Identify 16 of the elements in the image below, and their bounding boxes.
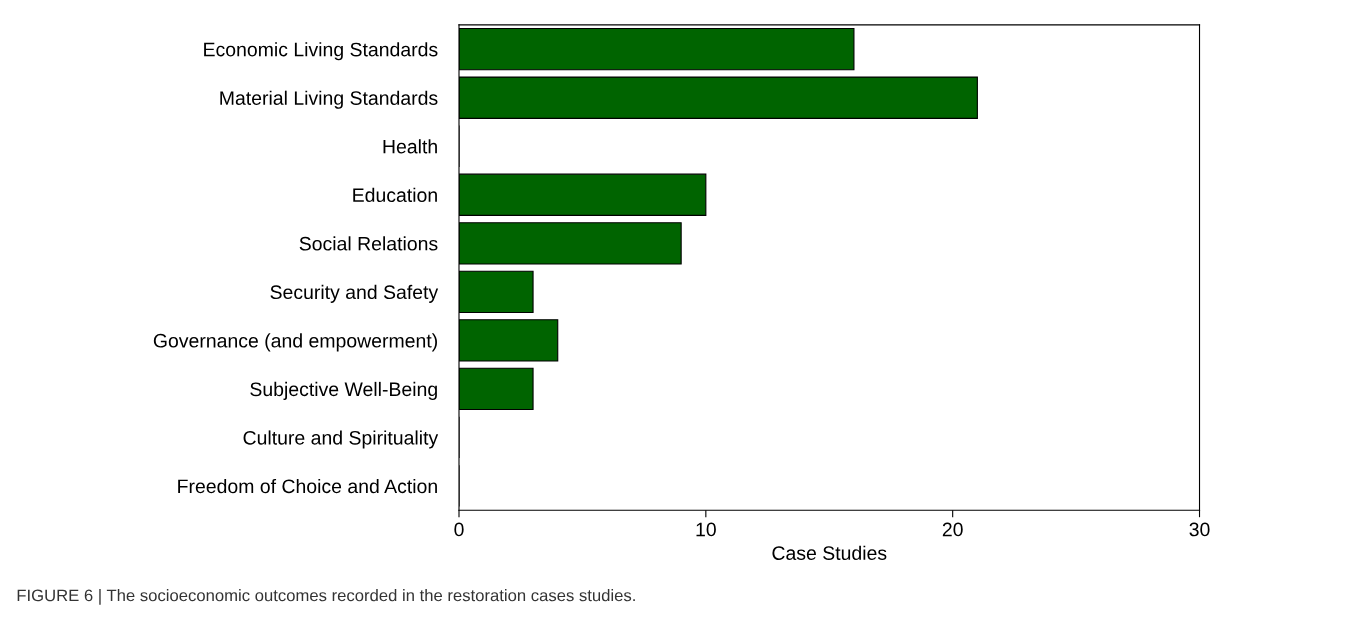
x-tick-label: 0 — [454, 522, 464, 537]
y-tick-label: Material Living Standards — [220, 90, 438, 109]
caption: FIGURE 6 | The socioeconomic outcomes recorded in the restoration cases studies. — [17, 589, 635, 605]
y-tick-label: Governance (and empowerment) — [153, 333, 437, 352]
x-tick-label: 10 — [696, 522, 716, 537]
y-tick-label: Freedom of Choice and Action — [178, 478, 437, 494]
y-tick-label: Economic Living Standards — [204, 42, 438, 61]
y-tick-label: Education — [353, 187, 437, 203]
x-tick-label: 30 — [1189, 522, 1210, 537]
y-tick-label: Subjective Well-Being — [250, 381, 437, 400]
x-axis-title: Case Studies — [772, 545, 887, 561]
y-tick-label: Social Relations — [299, 236, 438, 251]
y-tick-label: Security and Safety — [270, 284, 439, 303]
y-tick-label: Culture and Spirituality — [243, 430, 439, 449]
x-tick-label: 20 — [942, 522, 963, 537]
y-tick-label: Health — [383, 139, 437, 154]
